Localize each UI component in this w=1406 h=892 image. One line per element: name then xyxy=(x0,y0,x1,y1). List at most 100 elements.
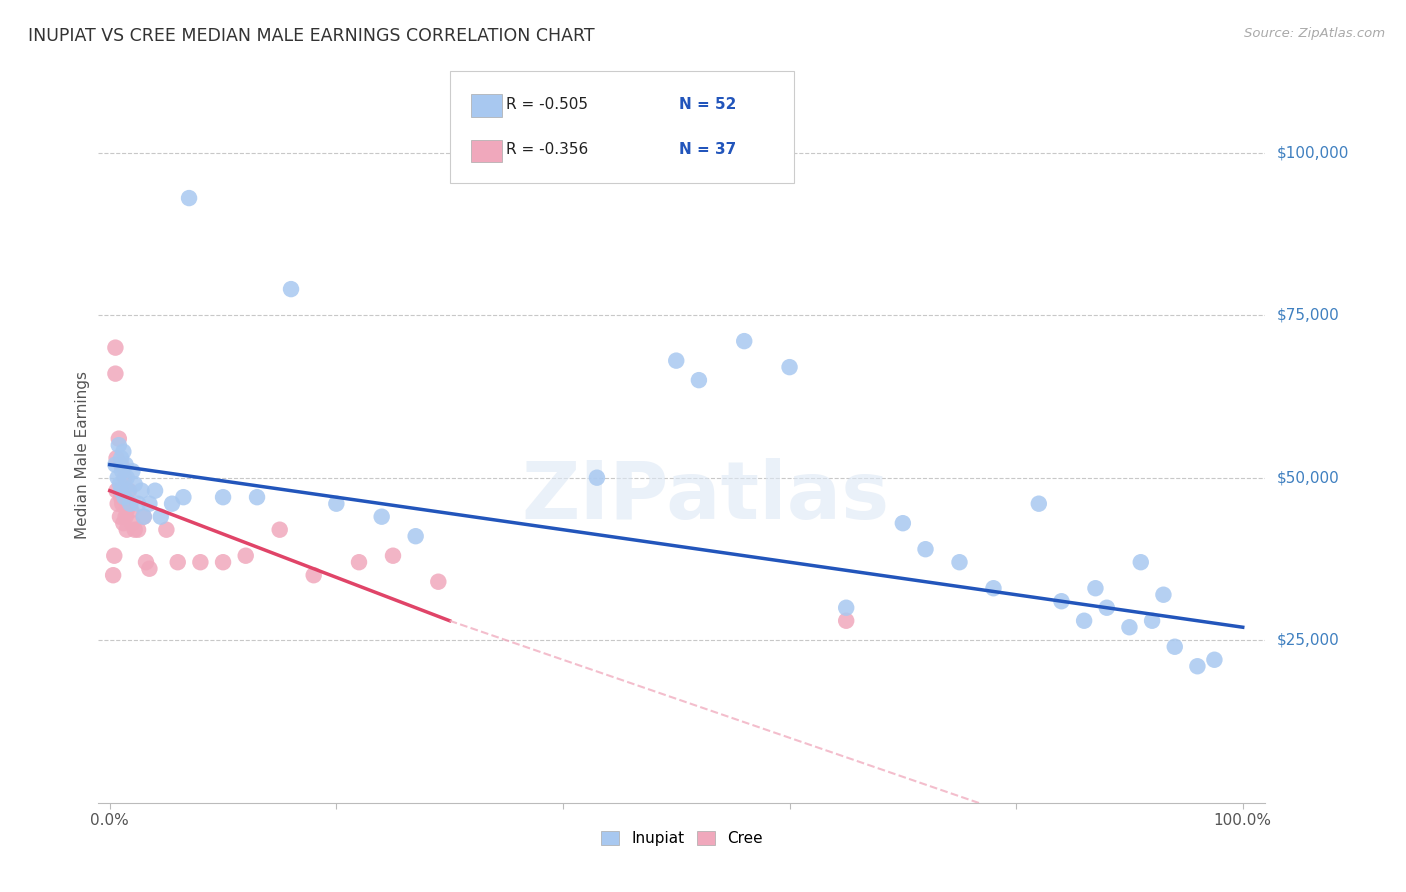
Point xyxy=(160,497,183,511)
Point xyxy=(779,360,801,375)
Text: $50,000: $50,000 xyxy=(1277,470,1340,485)
Point xyxy=(914,542,936,557)
Point xyxy=(124,477,146,491)
Point xyxy=(114,490,136,504)
Point xyxy=(112,444,135,458)
Point xyxy=(246,490,269,504)
Point xyxy=(110,451,132,466)
Point xyxy=(101,568,124,582)
Point xyxy=(1129,555,1152,569)
Point xyxy=(111,497,134,511)
Point xyxy=(1028,497,1050,511)
Point xyxy=(121,516,143,531)
Point xyxy=(118,483,141,498)
Point xyxy=(115,471,138,485)
Point xyxy=(177,191,200,205)
Text: $100,000: $100,000 xyxy=(1277,145,1348,160)
Text: Source: ZipAtlas.com: Source: ZipAtlas.com xyxy=(1244,27,1385,40)
Point xyxy=(143,483,166,498)
Point xyxy=(1118,620,1140,634)
Point xyxy=(132,509,155,524)
Point xyxy=(155,523,177,537)
Point xyxy=(172,490,194,504)
Point xyxy=(1050,594,1073,608)
Point xyxy=(688,373,710,387)
Point xyxy=(1187,659,1209,673)
Point xyxy=(948,555,970,569)
Point xyxy=(835,600,858,615)
Point xyxy=(1164,640,1187,654)
Point xyxy=(1073,614,1095,628)
Point xyxy=(132,509,155,524)
Point xyxy=(382,549,405,563)
Point xyxy=(1084,581,1107,595)
Point xyxy=(427,574,450,589)
Text: $75,000: $75,000 xyxy=(1277,308,1340,323)
Legend: Inupiat, Cree: Inupiat, Cree xyxy=(596,827,768,851)
Point xyxy=(117,483,139,498)
Point xyxy=(1095,600,1118,615)
Point xyxy=(347,555,370,569)
Point xyxy=(302,568,325,582)
Text: N = 52: N = 52 xyxy=(679,96,737,112)
Point xyxy=(110,458,132,472)
Text: $25,000: $25,000 xyxy=(1277,632,1340,648)
Point xyxy=(103,549,125,563)
Point xyxy=(280,282,302,296)
Point xyxy=(835,614,858,628)
Point xyxy=(114,458,136,472)
Point xyxy=(105,451,128,466)
Point xyxy=(891,516,914,531)
Point xyxy=(114,471,136,485)
Text: INUPIAT VS CREE MEDIAN MALE EARNINGS CORRELATION CHART: INUPIAT VS CREE MEDIAN MALE EARNINGS COR… xyxy=(28,27,595,45)
Point xyxy=(325,497,347,511)
Text: R = -0.356: R = -0.356 xyxy=(506,142,588,157)
Point xyxy=(190,555,212,569)
Point xyxy=(120,503,142,517)
Point xyxy=(586,471,609,485)
Point xyxy=(108,509,131,524)
Point xyxy=(370,509,392,524)
Text: R = -0.505: R = -0.505 xyxy=(506,96,588,112)
Point xyxy=(1152,588,1174,602)
Point xyxy=(983,581,1005,595)
Point xyxy=(114,509,136,524)
Point xyxy=(1140,614,1163,628)
Point xyxy=(112,516,135,531)
Point xyxy=(115,523,138,537)
Point xyxy=(107,497,129,511)
Point xyxy=(127,497,149,511)
Point xyxy=(166,555,188,569)
Point xyxy=(108,438,131,452)
Point xyxy=(135,555,157,569)
Point xyxy=(138,497,160,511)
Point xyxy=(1204,653,1226,667)
Point xyxy=(115,503,138,517)
Point xyxy=(120,497,142,511)
Point xyxy=(127,523,149,537)
Point xyxy=(212,555,235,569)
Point xyxy=(110,483,132,498)
Y-axis label: Median Male Earnings: Median Male Earnings xyxy=(75,371,90,539)
Point xyxy=(108,477,131,491)
Point xyxy=(665,353,688,368)
Point xyxy=(121,464,143,478)
Point xyxy=(149,509,172,524)
Point xyxy=(131,483,153,498)
Text: ZIPatlas: ZIPatlas xyxy=(522,458,890,536)
Point xyxy=(104,367,127,381)
Point xyxy=(104,341,127,355)
Point xyxy=(405,529,427,543)
Text: N = 37: N = 37 xyxy=(679,142,737,157)
Point xyxy=(104,458,127,472)
Point xyxy=(105,483,128,498)
Point xyxy=(269,523,291,537)
Point xyxy=(235,549,257,563)
Point xyxy=(124,523,146,537)
Point xyxy=(120,497,142,511)
Point xyxy=(107,471,129,485)
Point xyxy=(110,490,132,504)
Point xyxy=(111,464,134,478)
Point xyxy=(212,490,235,504)
Point xyxy=(138,562,160,576)
